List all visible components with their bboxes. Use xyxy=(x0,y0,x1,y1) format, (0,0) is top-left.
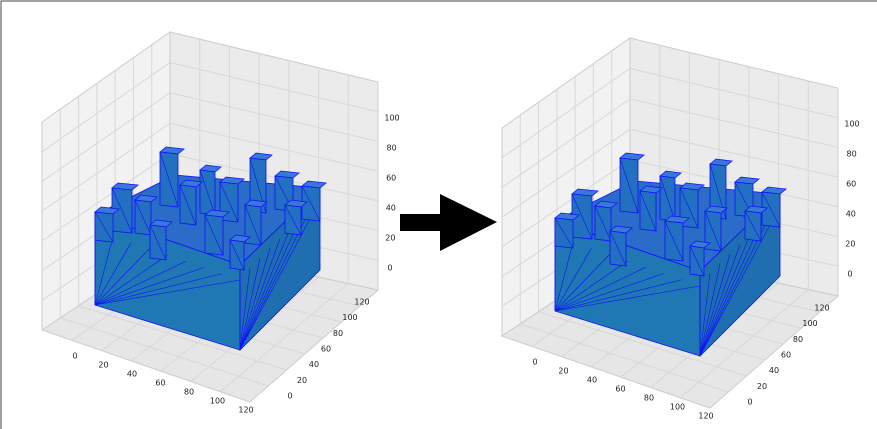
x-tick-label: 80 xyxy=(184,388,194,397)
x-tick-label: 20 xyxy=(558,367,568,376)
y-tick-label: 0 xyxy=(287,392,292,401)
z-tick-label: 0 xyxy=(847,270,852,279)
x-tick-label: 60 xyxy=(155,379,165,388)
z-tick-label: 100 xyxy=(844,120,859,129)
y-tick-label: 20 xyxy=(757,382,767,391)
z-tick-label: 60 xyxy=(846,180,856,189)
y-tick-label: 40 xyxy=(309,360,319,369)
x-tick-label: 20 xyxy=(98,361,108,370)
y-tick-label: 0 xyxy=(747,398,752,407)
y-tick-label: 60 xyxy=(781,351,791,360)
y-tick-label: 80 xyxy=(333,329,343,338)
y-tick-label: 20 xyxy=(297,376,307,385)
x-tick-label: 40 xyxy=(127,370,137,379)
z-tick-label: 40 xyxy=(386,204,396,213)
z-tick-label: 80 xyxy=(847,150,857,159)
x-tick-label: 120 xyxy=(698,412,713,421)
x-tick-label: 0 xyxy=(532,358,537,367)
y-tick-label: 100 xyxy=(802,319,817,328)
y-tick-label: 60 xyxy=(321,345,331,354)
x-tick-label: 100 xyxy=(210,397,225,406)
y-tick-label: 100 xyxy=(342,313,357,322)
z-tick-label: 20 xyxy=(845,240,855,249)
y-tick-label: 40 xyxy=(769,366,779,375)
x-tick-label: 40 xyxy=(587,376,597,385)
figure: 0204060801001200204060801001200204060801… xyxy=(0,0,877,429)
z-tick-label: 60 xyxy=(386,174,396,183)
z-tick-label: 20 xyxy=(385,234,395,243)
x-tick-label: 80 xyxy=(644,394,654,403)
x-tick-label: 0 xyxy=(72,352,77,361)
z-tick-label: 80 xyxy=(387,144,397,153)
y-tick-label: 80 xyxy=(793,335,803,344)
x-tick-label: 100 xyxy=(670,403,685,412)
z-tick-label: 100 xyxy=(384,114,399,123)
z-tick-label: 0 xyxy=(387,264,392,273)
x-tick-label: 120 xyxy=(238,406,253,415)
y-tick-label: 120 xyxy=(814,304,829,313)
y-tick-label: 120 xyxy=(354,298,369,307)
x-tick-label: 60 xyxy=(615,385,625,394)
z-tick-label: 40 xyxy=(846,210,856,219)
